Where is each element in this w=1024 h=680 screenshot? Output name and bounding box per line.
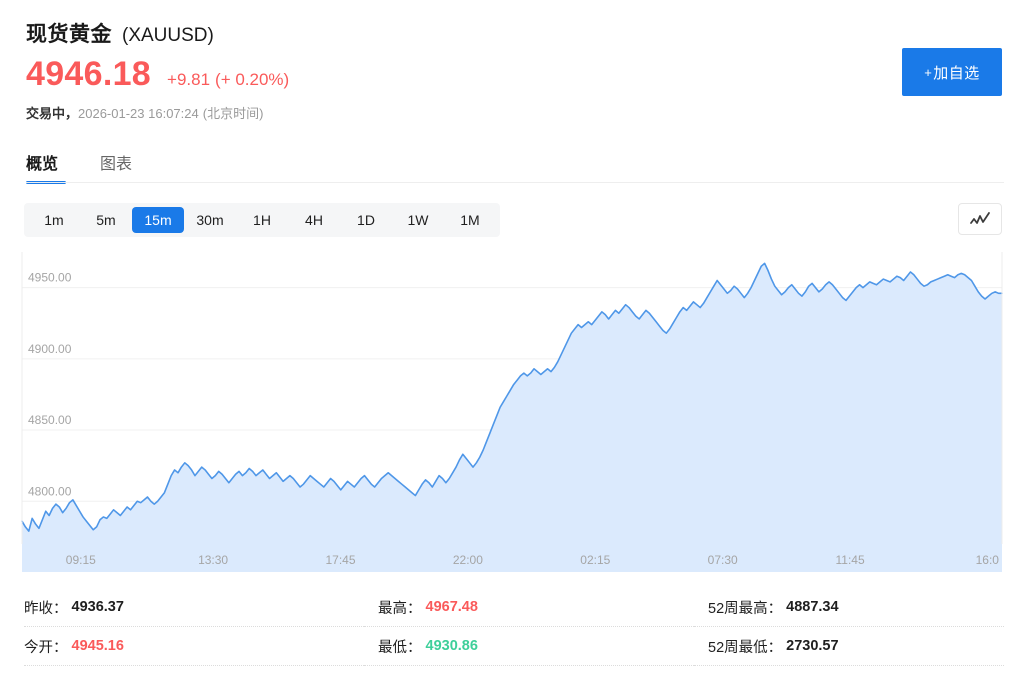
stat-52w-low: 52周最低： 2730.57 — [694, 627, 1004, 666]
timeframe-1d-label: 1D — [357, 212, 375, 228]
x-axis-label: 09:15 — [66, 553, 96, 567]
x-axis-label: 16:0 — [976, 553, 1000, 567]
timeframe-1M[interactable]: 1M — [444, 207, 496, 233]
chart-line — [21, 262, 1003, 532]
timeframe-30m-label: 30m — [196, 212, 224, 228]
symbol-code: (XAUUSD) — [122, 25, 214, 46]
timeframe-1M-label: 1M — [460, 212, 480, 228]
timeframe-4h[interactable]: 4H — [288, 207, 340, 233]
timeframe-1m-label: 1m — [44, 212, 64, 228]
stat-52w-low-value: 2730.57 — [786, 638, 839, 654]
y-axis-label: 4800.00 — [28, 484, 72, 498]
add-to-watchlist-button[interactable]: + 加自选 — [902, 48, 1002, 96]
price-chart-svg[interactable]: 4800.00 4850.00 4900.00 4950.00 09:15 13:30 17… — [20, 248, 1004, 572]
stat-low-label: 最低： — [378, 639, 422, 656]
last-price: 4946.18 — [26, 55, 152, 93]
stats-column-3: 52周最高： 4887.34 52周最低： 2730.57 — [694, 588, 1004, 666]
stat-prev-close-label: 昨收： — [24, 600, 68, 617]
market-status-row: 交易中，2026-01-23 16:07:24 (北京时间) — [26, 103, 1024, 122]
stat-low: 最低： 4930.86 — [364, 627, 694, 666]
y-axis-label: 4900.00 — [28, 342, 72, 356]
timeframe-selector: 1m 5m 15m 30m 1H 4H 1D 1W 1M — [24, 203, 500, 237]
x-axis-label: 22:00 — [453, 553, 483, 567]
x-axis-label: 02:15 — [580, 553, 610, 567]
quote-timestamp: 2026-01-23 16:07:24 — [78, 106, 199, 121]
price-chart[interactable]: 4800.00 4850.00 4900.00 4950.00 09:15 13:30 17… — [20, 248, 1004, 572]
stat-52w-high-label: 52周最高： — [708, 600, 783, 617]
stat-52w-low-label: 52周最低： — [708, 639, 783, 656]
timeframe-5m-label: 5m — [96, 212, 116, 228]
timeframe-1h-label: 1H — [253, 212, 271, 228]
line-chart-icon — [970, 212, 990, 224]
stats-column-1: 昨收： 4936.37 今开： 4945.16 — [24, 588, 364, 666]
stat-open-label: 今开： — [24, 639, 68, 656]
plus-icon: + — [924, 64, 933, 80]
add-to-watchlist-label: 加自选 — [933, 64, 980, 82]
timeframe-30m[interactable]: 30m — [184, 207, 236, 233]
timeframe-4h-label: 4H — [305, 212, 323, 228]
stat-52w-high: 52周最高： 4887.34 — [694, 588, 1004, 627]
stat-prev-close: 昨收： 4936.37 — [24, 588, 364, 627]
timeframe-1w[interactable]: 1W — [392, 207, 444, 233]
stat-open: 今开： 4945.16 — [24, 627, 364, 666]
quote-statistics: 昨收： 4936.37 今开： 4945.16 最高： 4967.48 最低： … — [24, 588, 1004, 666]
timeframe-1m[interactable]: 1m — [28, 207, 80, 233]
symbol-title-row: 现货黄金 (XAUUSD) — [26, 18, 1024, 48]
stat-open-value: 4945.16 — [71, 638, 124, 654]
x-axis-label: 11:45 — [836, 553, 865, 567]
timeframe-1h[interactable]: 1H — [236, 207, 288, 233]
stat-high-label: 最高： — [378, 600, 422, 617]
tab-overview[interactable]: 概览 — [26, 150, 67, 184]
price-change: +9.81 (+ 0.20%) — [167, 70, 289, 90]
price-row: 4946.18 +9.81 (+ 0.20%) — [26, 57, 1024, 91]
symbol-name: 现货黄金 — [26, 23, 112, 46]
quote-header: 现货黄金 (XAUUSD) 4946.18 +9.81 (+ 0.20%) 交易中… — [26, 18, 1024, 122]
timeframe-15m-label: 15m — [144, 212, 172, 228]
x-axis-label: 17:45 — [325, 553, 355, 567]
stat-high-value: 4967.48 — [425, 599, 478, 615]
timeframe-15m[interactable]: 15m — [132, 207, 184, 233]
timeframe-1w-label: 1W — [407, 212, 429, 228]
change-absolute: +9.81 — [167, 70, 211, 89]
y-axis-label: 4950.00 — [28, 271, 72, 285]
stat-low-value: 4930.86 — [425, 638, 478, 654]
change-percent: (+ 0.20%) — [215, 70, 290, 89]
stat-52w-high-value: 4887.34 — [786, 599, 839, 615]
timeframe-1d[interactable]: 1D — [340, 207, 392, 233]
market-state: 交易中， — [26, 106, 79, 121]
stats-column-2: 最高： 4967.48 最低： 4930.86 — [364, 588, 694, 666]
tab-overview-label: 概览 — [26, 156, 59, 173]
tab-charts[interactable]: 图表 — [100, 150, 132, 184]
stat-prev-close-value: 4936.37 — [71, 599, 124, 615]
tabs-divider — [26, 182, 1004, 183]
stat-high: 最高： 4967.48 — [364, 588, 694, 627]
section-tabs: 概览 图表 — [26, 150, 174, 184]
chart-area-fill — [22, 263, 1002, 572]
tab-charts-label: 图表 — [100, 156, 133, 173]
timeframe-5m[interactable]: 5m — [80, 207, 132, 233]
x-axis-label: 13:30 — [198, 553, 228, 567]
chart-type-toggle-button[interactable] — [958, 203, 1002, 235]
y-axis-label: 4850.00 — [28, 413, 72, 427]
x-axis-label: 07:30 — [708, 553, 738, 567]
quote-timezone: (北京时间) — [202, 106, 264, 121]
